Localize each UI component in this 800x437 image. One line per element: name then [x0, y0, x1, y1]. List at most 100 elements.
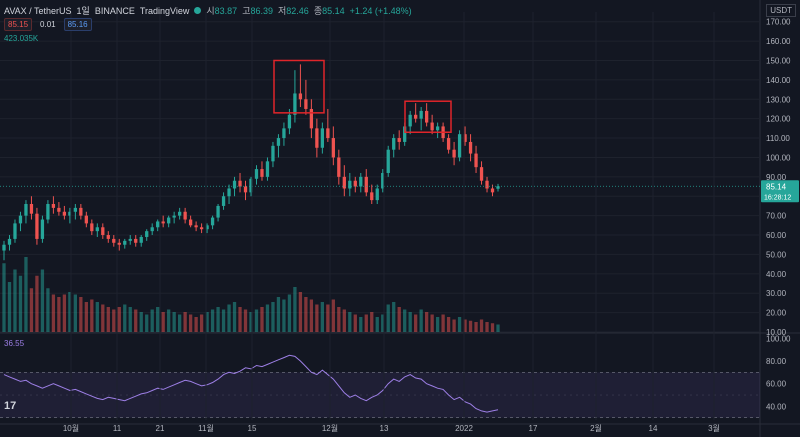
volume-bar — [463, 319, 467, 332]
volume-bar — [408, 312, 412, 332]
source-label: TradingView — [139, 5, 190, 16]
candle-body — [392, 138, 396, 150]
candle-body — [457, 134, 462, 158]
volume-bar — [364, 314, 368, 332]
volume-bar — [183, 312, 187, 332]
candle-body — [249, 178, 253, 193]
candle-body — [95, 227, 99, 232]
candle-body — [232, 180, 237, 189]
price-tick-label: 130.00 — [766, 95, 791, 104]
volume-bar — [150, 309, 154, 332]
candle-body — [496, 186, 500, 189]
volume-bar — [2, 263, 6, 332]
candle-body — [172, 215, 176, 218]
volume-bar — [161, 312, 165, 332]
price-axis-background — [760, 0, 800, 437]
buy-button[interactable]: 85.16 — [63, 18, 92, 31]
candle-body — [40, 219, 45, 239]
volume-bar — [485, 322, 489, 332]
volume-bar — [254, 309, 259, 332]
volume-bar — [84, 302, 88, 332]
price-tick-label: 40.00 — [766, 270, 787, 279]
candle-body — [348, 180, 352, 189]
volume-bar — [123, 304, 127, 332]
candle-body — [188, 219, 193, 226]
volume-bar — [320, 302, 325, 332]
candle-body — [265, 161, 270, 177]
price-tick-label: 150.00 — [766, 56, 791, 65]
rsi-tick-label: 80.00 — [766, 357, 787, 366]
volume-bar — [315, 304, 319, 332]
candle-body — [315, 128, 319, 148]
candle-body — [150, 227, 154, 232]
volume-bar — [424, 312, 429, 332]
price-tick-label: 20.00 — [766, 309, 787, 318]
volume-bar — [457, 317, 462, 332]
price-tick-label: 160.00 — [766, 37, 791, 46]
volume-bar — [381, 314, 385, 332]
volume-bar — [210, 309, 215, 332]
price-tick-label: 110.00 — [766, 134, 790, 143]
volume-bar — [298, 292, 303, 332]
symbol-name[interactable]: AVAX / TetherUS — [4, 5, 72, 16]
highlight-box — [404, 100, 452, 133]
sell-button[interactable]: 85.15 — [4, 18, 33, 31]
candle-body — [254, 169, 259, 179]
candle-body — [430, 122, 434, 131]
candle-body — [24, 204, 28, 216]
price-tick-label: 170.00 — [766, 18, 791, 27]
time-tick-label: 12월 — [322, 423, 338, 433]
candle-body — [51, 204, 56, 208]
volume-bar — [227, 304, 231, 332]
candle-body — [161, 221, 165, 224]
volume-bar — [496, 324, 500, 332]
candle-body — [463, 134, 467, 142]
volume-bar — [40, 269, 45, 332]
price-tick-label: 140.00 — [766, 76, 791, 85]
candle-body — [309, 108, 314, 129]
volume-bar — [353, 314, 357, 332]
volume-bar — [337, 307, 341, 332]
volume-bar — [386, 304, 390, 332]
volume-bar — [243, 309, 248, 332]
candle-body — [287, 114, 292, 129]
currency-button[interactable]: USDT — [766, 4, 796, 17]
volume-bar — [392, 302, 396, 332]
volume-bar — [62, 294, 67, 332]
volume-bar — [309, 299, 314, 332]
tradingview-logo-icon[interactable]: 17 — [4, 400, 17, 412]
high-value: 86.39 — [250, 6, 273, 16]
volume-bar — [199, 314, 204, 332]
spread-value: 0.01 — [40, 20, 56, 29]
volume-bar — [304, 297, 308, 332]
volume-bar — [134, 309, 138, 332]
volume-bar — [452, 319, 456, 332]
volume-bar — [287, 294, 292, 332]
candle-body — [101, 227, 105, 236]
candle-body — [479, 167, 484, 181]
volume-bar — [419, 309, 423, 332]
candle-body — [375, 188, 379, 201]
candle-body — [326, 128, 330, 139]
time-tick-label: 14 — [649, 424, 658, 433]
volume-bar — [145, 314, 149, 332]
candle-body — [271, 145, 275, 162]
time-tick-label: 2022 — [455, 424, 473, 433]
volume-bar — [265, 304, 270, 332]
interval-label[interactable]: 1일 — [76, 6, 90, 16]
volume-bar — [177, 314, 182, 332]
candle-body — [260, 169, 264, 177]
candle-body — [408, 114, 412, 127]
candle-body — [485, 180, 489, 189]
volume-bar — [221, 309, 226, 332]
quote-row: 85.15 0.01 85.16 — [4, 18, 92, 31]
candle-body — [468, 141, 473, 154]
candle-body — [199, 227, 204, 230]
last-price-badge — [761, 180, 799, 203]
time-tick-label: 17 — [529, 424, 538, 433]
volume-bar — [216, 307, 220, 332]
volume-bar — [90, 299, 94, 332]
volume-bar — [331, 299, 335, 332]
